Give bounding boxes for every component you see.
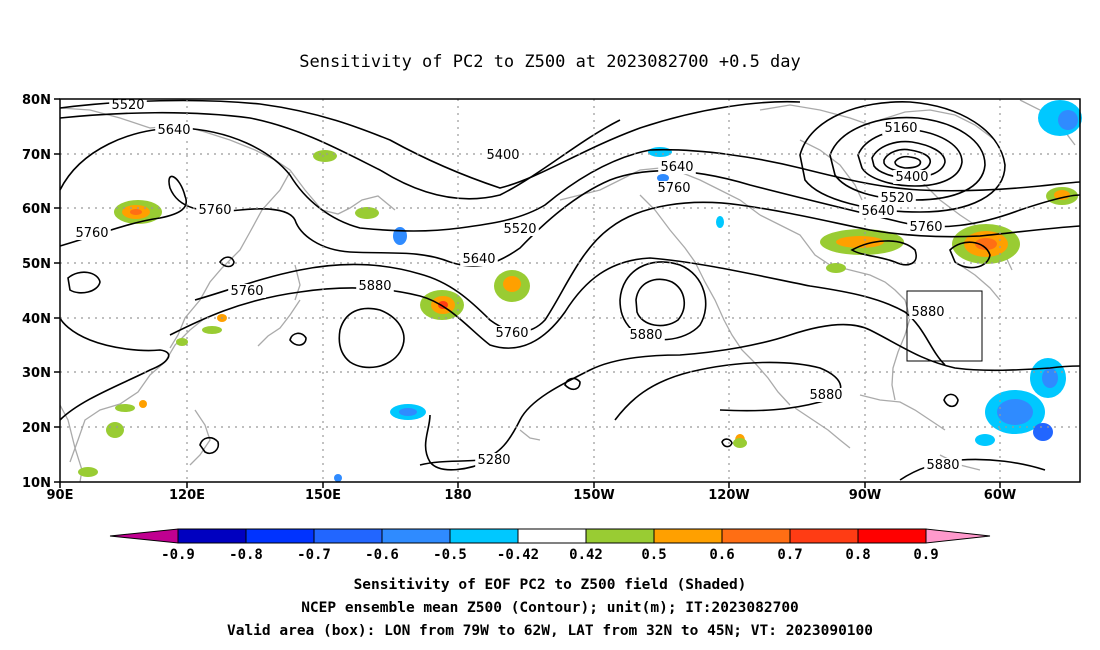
lon-tick-label: 60W [984, 488, 1016, 503]
contour-label: 5880 [358, 279, 391, 294]
colorbar-label: -0.5 [433, 547, 467, 563]
colorbar-segment [721, 528, 791, 544]
lat-tick-label: 60N [22, 202, 51, 217]
contour-label: 5400 [486, 148, 519, 163]
colorbar-segment [585, 528, 655, 544]
contour-label-bg [893, 170, 931, 184]
contour-label: 5760 [909, 220, 942, 235]
map-title: Sensitivity of PC2 to Z500 at 2023082700… [299, 52, 801, 72]
contour-label-bg [859, 204, 897, 218]
lon-tick-label: 150W [573, 488, 614, 503]
contour-label-bg [658, 160, 696, 174]
contour-label-bg [484, 148, 522, 162]
contour-label-bg [109, 98, 147, 112]
colorbar-segment [381, 528, 451, 544]
lat-tick-label: 70N [22, 148, 51, 163]
lon-tick-label: 150E [305, 488, 341, 503]
lat-tick-label: 30N [22, 366, 51, 381]
colorbar: -0.9 -0.8 -0.7 -0.6 -0.5 -0.42 0.42 0.5 0.6 0.7 0.… [109, 528, 991, 563]
contour-label-bg [501, 222, 539, 236]
colorbar-end-low [109, 528, 179, 544]
colorbar-label: 0.5 [641, 547, 666, 563]
contour-label: 5520 [503, 222, 536, 237]
contour-label-bg [882, 121, 920, 135]
contour-label: 5520 [111, 98, 144, 113]
contour-label-bg [909, 305, 947, 319]
contour-label-bg [475, 453, 513, 467]
contour-label: 5160 [884, 121, 917, 136]
lat-tick-label: 40N [22, 312, 51, 327]
colorbar-label: -0.6 [365, 547, 399, 563]
lat-tick-label: 50N [22, 257, 51, 272]
footer-line-3: Valid area (box): LON from 79W to 62W, L… [227, 623, 873, 639]
colorbar-label: 0.7 [777, 547, 802, 563]
contour-label: 5880 [629, 328, 662, 343]
contour-label: 5640 [462, 252, 495, 267]
contour-label: 5640 [861, 204, 894, 219]
lon-tick-label: 120W [708, 488, 749, 503]
contour-label-bg [627, 328, 665, 342]
lon-tick-label: 90W [849, 488, 881, 503]
colorbar-label: 0.6 [709, 547, 734, 563]
colorbar-segment [449, 528, 519, 544]
contour-label: 5760 [495, 326, 528, 341]
contour-label: 5280 [477, 453, 510, 468]
colorbar-label: -0.9 [161, 547, 195, 563]
colorbar-segment [857, 528, 927, 544]
colorbar-segment [517, 528, 587, 544]
colorbar-segment [789, 528, 859, 544]
lat-tick-label: 10N [22, 476, 51, 491]
colorbar-segment [245, 528, 315, 544]
contour-label-bg [155, 123, 193, 137]
contour-label-bg [655, 181, 693, 195]
contour-label: 5760 [230, 284, 263, 299]
contour-label: 5880 [911, 305, 944, 320]
contour-label-bg [196, 203, 234, 217]
valid-area-box [906, 290, 983, 362]
contour-label-bg [924, 458, 962, 472]
lon-tick-label: 180 [444, 488, 471, 503]
contour-label-bg [228, 284, 266, 298]
colorbar-label: 0.42 [569, 547, 603, 563]
contour-label: 5880 [809, 388, 842, 403]
contour-label-bg [356, 279, 394, 293]
lon-tick-label: 120E [169, 488, 205, 503]
colorbar-label: -0.7 [297, 547, 331, 563]
contour-label: 5640 [660, 160, 693, 175]
contour-label: 5400 [895, 170, 928, 185]
lat-tick-label: 20N [22, 421, 51, 436]
contour-label-bg [493, 326, 531, 340]
contour-label-bg [807, 388, 845, 402]
colorbar-label: -0.8 [229, 547, 263, 563]
colorbar-segment [653, 528, 723, 544]
contour-label-bg [460, 252, 498, 266]
footer-line-2: NCEP ensemble mean Z500 (Contour); unit(… [301, 600, 799, 616]
contour-label: 5520 [880, 191, 913, 206]
contour-labels: 5520564057605760576054005520564058805640… [73, 98, 962, 473]
contour-label: 5760 [657, 181, 690, 196]
contour-label: 5760 [198, 203, 231, 218]
contour-label: 5880 [926, 458, 959, 473]
colorbar-label: 0.8 [845, 547, 870, 563]
contour-label: 5760 [75, 226, 108, 241]
colorbar-end-high [925, 528, 991, 544]
colorbar-segment [313, 528, 383, 544]
lon-tick-label: 90E [47, 488, 74, 503]
colorbar-label: -0.42 [497, 547, 539, 563]
z500-contours [59, 99, 1081, 481]
map-frame [59, 98, 1081, 483]
colorbar-label: 0.9 [913, 547, 938, 563]
contour-label-bg [878, 191, 916, 205]
contour-label-bg [73, 226, 111, 240]
lat-tick-label: 80N [22, 93, 51, 108]
contour-label: 5640 [157, 123, 190, 138]
contour-label-bg [907, 220, 945, 234]
colorbar-segment [177, 528, 247, 544]
footer-line-1: Sensitivity of EOF PC2 to Z500 field (Sh… [354, 577, 747, 593]
